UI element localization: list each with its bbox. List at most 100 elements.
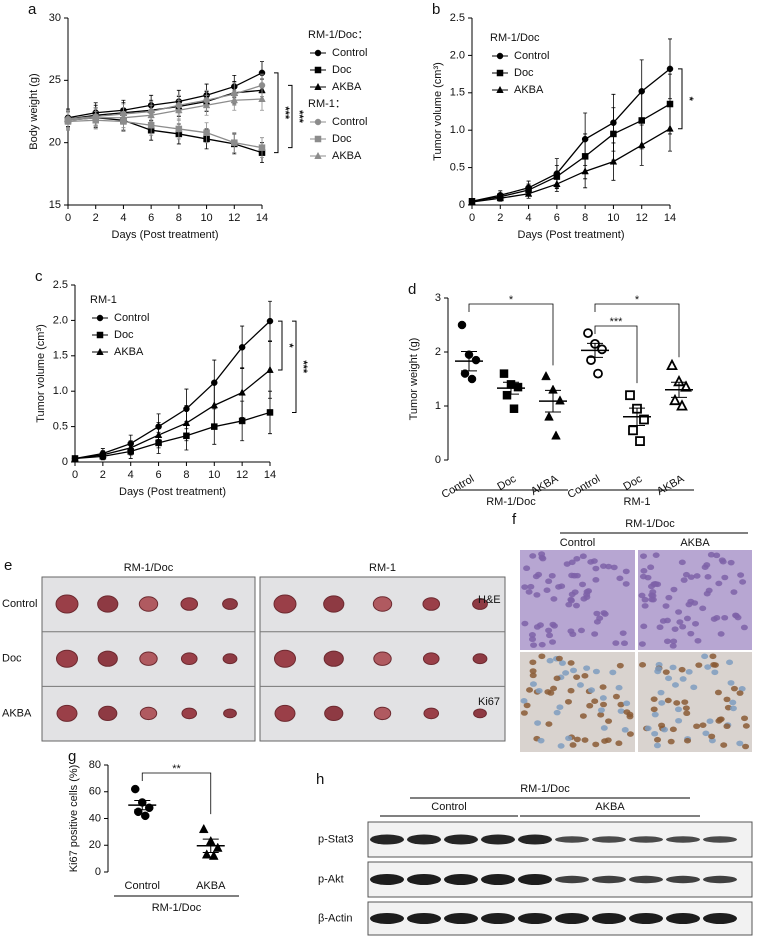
nucleus [555, 584, 563, 590]
marker [639, 414, 649, 425]
sig-label: *** [297, 360, 309, 374]
nucleus [681, 699, 689, 705]
nucleus [687, 630, 695, 637]
sig-label: *** [279, 106, 291, 120]
nucleus [529, 659, 537, 666]
nucleus [596, 615, 604, 621]
nucleus [570, 572, 578, 579]
marker [468, 197, 476, 205]
marker [676, 399, 688, 411]
marker [212, 842, 223, 852]
marker [597, 344, 607, 355]
blot-band [629, 913, 663, 924]
nucleus [587, 687, 595, 693]
nucleus [713, 614, 721, 621]
nucleus [641, 596, 649, 603]
photo-title: RM-1 [369, 562, 396, 574]
histology-image [520, 652, 635, 752]
marker [680, 380, 692, 392]
marker [127, 443, 135, 451]
panel-letter: e [4, 557, 12, 574]
nucleus [694, 637, 702, 644]
nucleus [605, 718, 613, 724]
nucleus [592, 577, 600, 583]
nucleus [720, 742, 728, 748]
nucleus [654, 736, 662, 743]
nucleus [714, 689, 722, 696]
nucleus [550, 596, 558, 602]
nucleus [640, 553, 648, 559]
sig-bracket [468, 303, 554, 366]
nucleus [538, 551, 546, 557]
nucleus [523, 565, 531, 572]
nucleus [535, 571, 543, 578]
nucleus [727, 559, 735, 566]
y-tick-label: 80 [89, 759, 101, 771]
y-tick-label: 2.0 [450, 49, 465, 61]
nucleus [732, 612, 740, 619]
legend-label: AKBA [114, 346, 144, 358]
nucleus [663, 617, 671, 624]
nucleus [567, 687, 575, 694]
x-tick-label: 4 [128, 469, 134, 481]
blot-band [629, 836, 663, 843]
nucleus [626, 731, 634, 737]
x-tick-label: Control [566, 473, 603, 501]
marker [238, 344, 246, 351]
y-tick-label: 3 [435, 292, 441, 304]
legend-label: Doc [332, 133, 352, 145]
marker [666, 358, 678, 371]
blot-band [555, 875, 589, 884]
y-tick-label: 1.5 [450, 87, 465, 99]
nucleus [562, 670, 570, 676]
group-label: RM-1 [624, 496, 651, 508]
nucleus [721, 614, 729, 621]
blot-band [407, 913, 441, 924]
nucleus [640, 623, 648, 630]
marker [231, 139, 238, 146]
sig-bracket [278, 320, 283, 371]
nucleus [690, 684, 698, 691]
marker [638, 117, 645, 124]
nucleus [742, 723, 750, 729]
y-tick-label: 40 [89, 812, 101, 824]
histology-title: RM-1/Doc [625, 518, 675, 530]
marker [666, 124, 674, 132]
error-bar [503, 381, 519, 395]
y-tick-label: 2 [435, 346, 441, 358]
marker [496, 69, 504, 77]
blot-band [370, 874, 404, 885]
row-label: β-Actin [318, 912, 352, 924]
blot-band [592, 913, 626, 924]
nucleus [656, 624, 664, 631]
marker [551, 430, 561, 440]
x-tick-label: 4 [526, 212, 532, 224]
blot-band [444, 913, 478, 924]
nucleus [523, 702, 531, 709]
sig-bracket [274, 72, 279, 154]
nucleus [683, 615, 691, 622]
nucleus [529, 553, 537, 559]
nucleus [658, 722, 666, 729]
legend-label: AKBA [332, 81, 362, 93]
y-tick-label: 25 [49, 74, 61, 86]
y-tick-label: 20 [49, 137, 61, 149]
marker [198, 823, 209, 834]
tumor [472, 598, 488, 610]
tumor [180, 597, 199, 611]
nucleus [665, 675, 673, 682]
marker [96, 314, 104, 322]
nucleus [727, 680, 735, 686]
nucleus [721, 574, 729, 581]
nucleus [648, 596, 656, 603]
x-tick-label: 8 [183, 469, 189, 481]
nucleus [530, 642, 538, 648]
marker [669, 393, 681, 406]
series-line [67, 98, 263, 121]
marker [496, 85, 504, 93]
row-label: Control [2, 598, 37, 610]
nucleus [555, 655, 563, 662]
nucleus [692, 620, 700, 627]
blot-title: RM-1/Doc [520, 783, 570, 795]
